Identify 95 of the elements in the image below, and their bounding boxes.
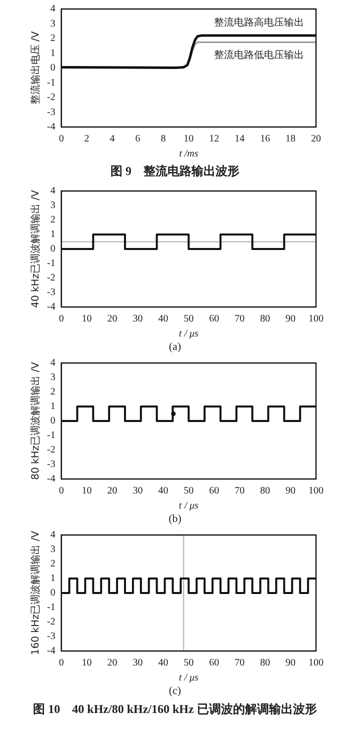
y-axis-title: 80 kHz已调波解调输出 /V bbox=[30, 362, 42, 480]
y-tick-label: 4 bbox=[50, 4, 56, 15]
y-tick-label: 1 bbox=[50, 401, 56, 412]
x-tick-label: 50 bbox=[184, 486, 194, 497]
x-axis-title: t / μs bbox=[178, 328, 199, 340]
x-tick-label: 70 bbox=[234, 486, 245, 497]
y-tick-label: 3 bbox=[50, 372, 56, 384]
y-tick-label: 4 bbox=[50, 530, 56, 541]
y-tick-label: 2 bbox=[50, 33, 56, 44]
y-tick-label: -4 bbox=[46, 646, 56, 657]
x-tick-label: 80 bbox=[260, 314, 270, 325]
x-tick-label: 20 bbox=[311, 134, 321, 145]
x-tick-label: 50 bbox=[184, 314, 194, 325]
y-tick-label: -1 bbox=[46, 258, 56, 270]
x-tick-label: 20 bbox=[107, 314, 118, 325]
text: (c) bbox=[168, 684, 182, 698]
x-tick-label: 10 bbox=[82, 658, 92, 669]
y-tick-label: 3 bbox=[50, 544, 56, 556]
y-tick-label: 0 bbox=[50, 416, 56, 427]
x-axis-title: t /ms bbox=[179, 148, 198, 160]
y-tick-label: -1 bbox=[46, 602, 56, 614]
y-tick-label: -2 bbox=[46, 444, 56, 456]
x-tick-label: 90 bbox=[286, 314, 296, 325]
x-tick-label: 0 bbox=[58, 658, 64, 669]
y-tick-label: 2 bbox=[50, 558, 56, 570]
x-tick-label: 10 bbox=[82, 486, 92, 497]
y-tick-label: 3 bbox=[50, 200, 56, 212]
y-tick-label: 1 bbox=[50, 573, 56, 584]
text: (b) bbox=[168, 512, 182, 526]
series-label: 整流电路高电压输出 bbox=[214, 16, 304, 29]
y-tick-label: -2 bbox=[46, 616, 56, 628]
y-tick-label: -2 bbox=[46, 272, 56, 284]
x-tick-label: 6 bbox=[135, 134, 140, 145]
x-tick-label: 8 bbox=[160, 134, 166, 145]
y-tick-label: 2 bbox=[50, 214, 56, 226]
x-tick-label: 70 bbox=[234, 314, 245, 325]
x-tick-label: 0 bbox=[58, 314, 64, 325]
y-tick-label: 3 bbox=[50, 18, 56, 30]
x-tick-label: 80 bbox=[260, 486, 270, 497]
text: (a) bbox=[168, 340, 182, 354]
x-axis-title: t / μs bbox=[178, 672, 199, 684]
x-tick-label: 90 bbox=[286, 486, 296, 497]
y-tick-label: 0 bbox=[50, 588, 56, 599]
y-axis-title: 整流输出电压 /V bbox=[30, 31, 42, 105]
x-axis-title: t / μs bbox=[178, 500, 199, 512]
x-tick-label: 60 bbox=[209, 658, 220, 669]
caption: 图 10 40 kHz/80 kHz/160 kHz 已调波的解调输出波形 bbox=[32, 701, 318, 718]
y-tick-label: 2 bbox=[50, 386, 56, 398]
x-tick-label: 14 bbox=[234, 134, 245, 145]
y-tick-label: 1 bbox=[50, 229, 56, 240]
y-tick-label: 0 bbox=[50, 244, 56, 255]
x-tick-label: 40 bbox=[158, 486, 168, 497]
y-tick-label: -3 bbox=[46, 106, 56, 118]
x-tick-label: 80 bbox=[260, 658, 270, 669]
y-tick-label: 4 bbox=[50, 358, 56, 369]
x-tick-label: 90 bbox=[286, 658, 296, 669]
y-axis-title: 160 kHz已调波解调输出 /V bbox=[30, 530, 42, 656]
y-tick-label: -2 bbox=[46, 92, 56, 104]
x-tick-label: 50 bbox=[184, 658, 194, 669]
x-tick-label: 60 bbox=[209, 314, 220, 325]
x-tick-label: 30 bbox=[132, 314, 143, 325]
x-tick-label: 30 bbox=[132, 658, 143, 669]
x-tick-label: 0 bbox=[58, 486, 64, 497]
y-tick-label: 4 bbox=[50, 186, 56, 197]
y-tick-label: -1 bbox=[46, 430, 56, 442]
y-tick-label: -3 bbox=[46, 631, 56, 642]
x-tick-label: 20 bbox=[107, 486, 118, 497]
x-tick-label: 100 bbox=[308, 486, 324, 497]
y-tick-label: -3 bbox=[46, 459, 56, 470]
y-tick-label: -4 bbox=[46, 474, 56, 485]
x-tick-label: 2 bbox=[84, 134, 90, 145]
x-tick-label: 10 bbox=[82, 314, 92, 325]
x-tick-label: 40 bbox=[158, 658, 168, 669]
series-label: 整流电路低电压输出 bbox=[214, 49, 304, 62]
x-tick-label: 18 bbox=[286, 134, 296, 145]
x-tick-label: 30 bbox=[132, 486, 143, 497]
y-tick-label: -4 bbox=[46, 122, 56, 133]
y-tick-label: 0 bbox=[50, 62, 56, 74]
x-tick-label: 12 bbox=[209, 134, 220, 145]
x-tick-label: 100 bbox=[308, 314, 324, 325]
x-tick-label: 10 bbox=[184, 134, 194, 145]
text: 图 9 整流电路输出波形 bbox=[110, 163, 240, 180]
x-tick-label: 40 bbox=[158, 314, 168, 325]
y-tick-label: 1 bbox=[50, 48, 56, 59]
y-tick-label: -3 bbox=[46, 287, 56, 298]
x-tick-label: 0 bbox=[58, 134, 64, 145]
x-tick-label: 20 bbox=[107, 658, 118, 669]
x-tick-label: 4 bbox=[110, 134, 115, 145]
x-tick-label: 70 bbox=[234, 658, 245, 669]
y-tick-label: -4 bbox=[46, 302, 56, 313]
x-tick-label: 60 bbox=[209, 486, 220, 497]
y-tick-label: -1 bbox=[46, 77, 56, 88]
x-tick-label: 16 bbox=[260, 134, 270, 145]
y-axis-title: 40 kHz已调波解调输出 /V bbox=[30, 190, 42, 308]
x-tick-label: 100 bbox=[308, 658, 324, 669]
